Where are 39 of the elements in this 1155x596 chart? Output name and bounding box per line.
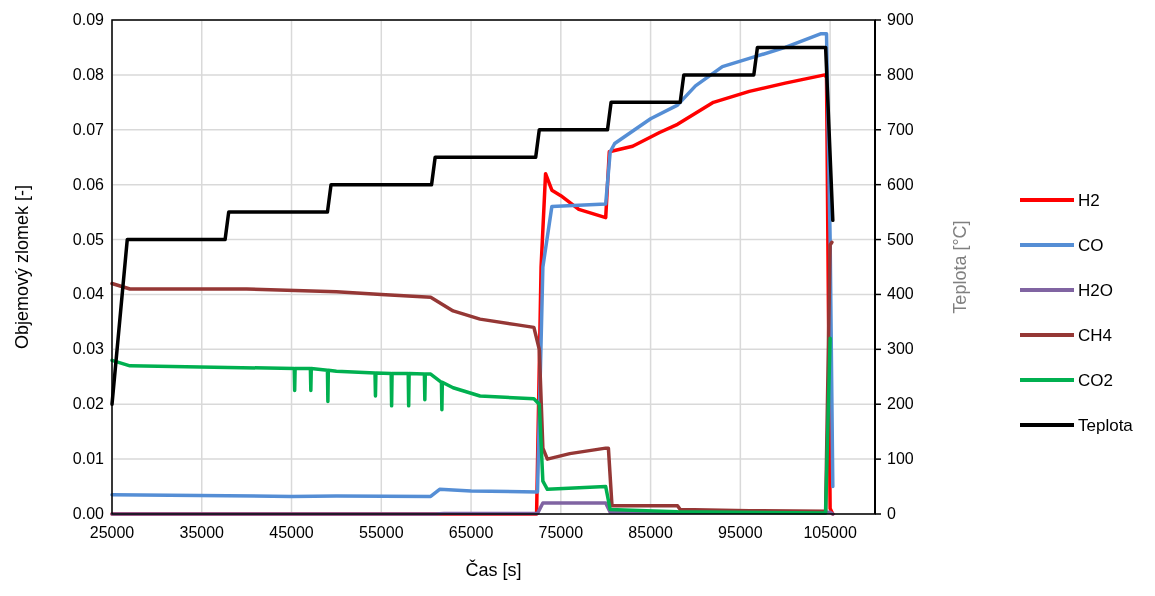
y2-tick-label: 700 bbox=[887, 120, 914, 138]
y-tick-label: 0.01 bbox=[72, 450, 105, 468]
y2-tick-label: 100 bbox=[887, 450, 914, 468]
legend-label: H2 bbox=[1078, 191, 1100, 210]
legend-label: CO2 bbox=[1078, 371, 1113, 390]
y2-tick-label: 600 bbox=[887, 175, 914, 193]
legend-label: Teplota bbox=[1078, 416, 1134, 435]
x-tick-label: 25000 bbox=[89, 524, 135, 541]
x-axis-title: Čas [s] bbox=[465, 559, 522, 580]
y-tick-label: 0.03 bbox=[72, 340, 105, 358]
legend-label: H2O bbox=[1078, 281, 1113, 300]
legend-label: CO bbox=[1078, 236, 1104, 255]
x-tick-label: 45000 bbox=[269, 524, 314, 541]
y2-tick-label: 200 bbox=[887, 395, 914, 413]
line-series bbox=[110, 336, 832, 515]
y-tick-label: 0.02 bbox=[72, 395, 105, 413]
y-axis-title: Objemový zlomek [-] bbox=[12, 184, 32, 350]
y2-tick-label: 400 bbox=[887, 285, 914, 303]
y-tick-label: 0.07 bbox=[72, 120, 105, 138]
x-tick-label: 105000 bbox=[803, 524, 857, 541]
y-tick-label: 0.06 bbox=[72, 175, 105, 193]
x-tick-label: 95000 bbox=[718, 524, 763, 541]
y2-tick-label: 500 bbox=[887, 230, 914, 248]
y2-tick-label: 300 bbox=[887, 340, 914, 358]
y-tick-label: 0.09 bbox=[72, 11, 105, 28]
y-tick-label: 0.00 bbox=[72, 505, 105, 522]
legend-label: CH4 bbox=[1078, 326, 1113, 345]
x-tick-label: 85000 bbox=[628, 524, 673, 541]
y-tick-label: 0.05 bbox=[72, 230, 105, 248]
y2-tick-label: 900 bbox=[887, 11, 914, 28]
x-tick-label: 65000 bbox=[448, 524, 494, 541]
x-tick-label: 55000 bbox=[359, 524, 404, 541]
y-tick-label: 0.08 bbox=[72, 65, 105, 83]
y2-axis-title: Teplota [°C] bbox=[950, 220, 970, 314]
x-tick-label: 75000 bbox=[538, 524, 584, 541]
x-tick-label: 35000 bbox=[179, 524, 225, 541]
y-tick-label: 0.04 bbox=[72, 285, 105, 303]
y2-tick-label: 0 bbox=[887, 505, 896, 522]
y2-tick-label: 800 bbox=[887, 65, 914, 83]
